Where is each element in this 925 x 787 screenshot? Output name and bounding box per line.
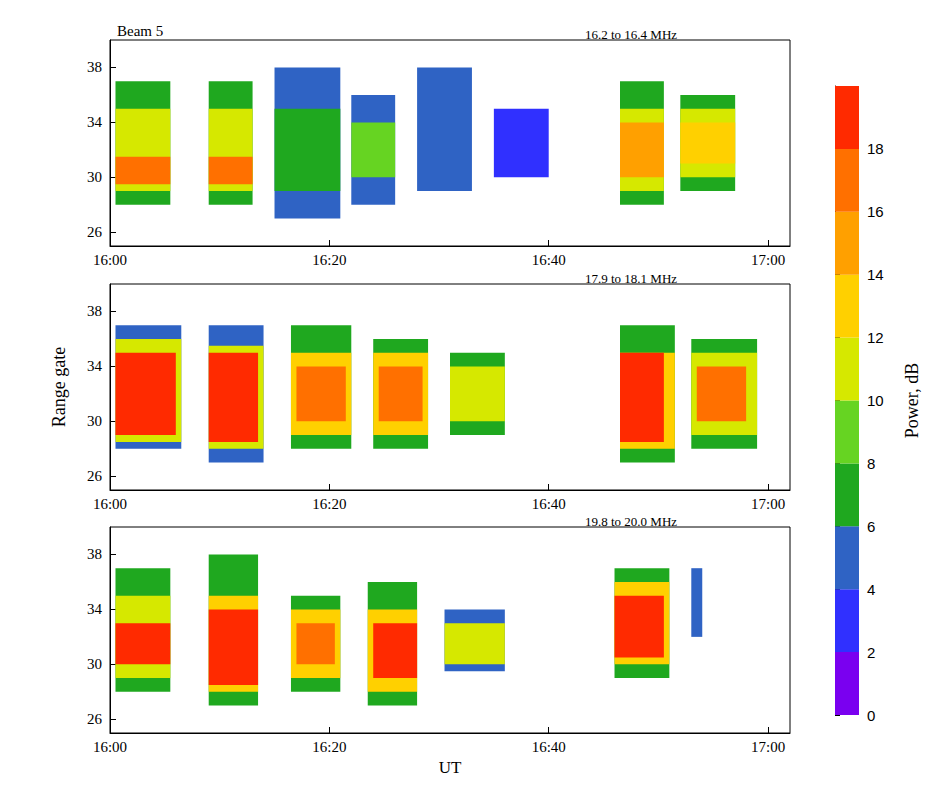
svg-text:26: 26 [87,224,103,240]
svg-text:38: 38 [87,303,102,319]
svg-text:34: 34 [87,358,103,374]
svg-text:4: 4 [867,581,875,598]
svg-text:30: 30 [87,656,102,672]
svg-text:38: 38 [87,59,102,75]
svg-text:17:00: 17:00 [751,496,785,512]
svg-text:12: 12 [867,329,884,346]
svg-text:10: 10 [867,392,884,409]
svg-text:16:00: 16:00 [93,739,127,755]
svg-text:16.2 to 16.4 MHz: 16.2 to 16.4 MHz [585,27,677,42]
svg-text:8: 8 [867,455,875,472]
svg-text:26: 26 [87,711,103,727]
svg-text:6: 6 [867,518,875,535]
svg-text:17.9 to 18.1 MHz: 17.9 to 18.1 MHz [585,271,677,286]
svg-text:16:20: 16:20 [312,496,346,512]
svg-text:19.8 to 20.0 MHz: 19.8 to 20.0 MHz [585,514,677,529]
svg-text:30: 30 [87,413,102,429]
svg-text:16:40: 16:40 [532,739,566,755]
svg-text:Range gate: Range gate [49,347,69,427]
svg-text:16:20: 16:20 [312,739,346,755]
svg-text:17:00: 17:00 [751,739,785,755]
svg-text:26: 26 [87,468,103,484]
svg-text:16: 16 [867,203,884,220]
svg-text:16:40: 16:40 [532,496,566,512]
svg-text:Beam 5: Beam 5 [117,23,163,39]
svg-text:18: 18 [867,140,884,157]
svg-text:17:00: 17:00 [751,252,785,268]
svg-text:16:40: 16:40 [532,252,566,268]
svg-text:30: 30 [87,169,102,185]
svg-text:16:00: 16:00 [93,496,127,512]
svg-text:16:00: 16:00 [93,252,127,268]
svg-text:34: 34 [87,114,103,130]
svg-text:34: 34 [87,601,103,617]
svg-text:14: 14 [867,266,884,283]
svg-text:Power, dB: Power, dB [902,363,922,438]
svg-text:38: 38 [87,546,102,562]
svg-text:2: 2 [867,644,875,661]
svg-text:UT: UT [439,758,462,777]
svg-text:16:20: 16:20 [312,252,346,268]
svg-text:0: 0 [867,707,875,724]
